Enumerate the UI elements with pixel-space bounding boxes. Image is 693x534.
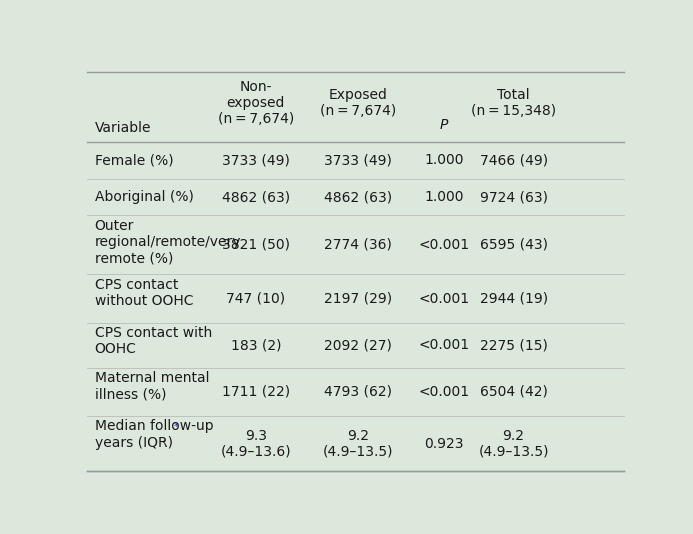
Text: 4793 (62): 4793 (62) [324, 385, 392, 399]
Text: 4862 (63): 4862 (63) [324, 190, 392, 204]
Text: P: P [439, 118, 448, 132]
Text: 3821 (50): 3821 (50) [222, 238, 290, 252]
Text: 7466 (49): 7466 (49) [480, 153, 547, 167]
Text: 1.000: 1.000 [424, 153, 464, 167]
Text: Total
(n = 15,348): Total (n = 15,348) [471, 88, 556, 118]
Text: 9724 (63): 9724 (63) [480, 190, 547, 204]
Text: Outer
regional/remote/very
remote (%): Outer regional/remote/very remote (%) [95, 218, 241, 265]
Text: Non-
exposed
(n = 7,674): Non- exposed (n = 7,674) [218, 80, 294, 126]
Text: CPS contact
without OOHC: CPS contact without OOHC [95, 278, 193, 308]
Text: 0.923: 0.923 [424, 437, 464, 451]
Text: Aboriginal (%): Aboriginal (%) [95, 190, 193, 204]
Text: 2092 (27): 2092 (27) [324, 338, 392, 352]
Text: 4862 (63): 4862 (63) [222, 190, 290, 204]
Text: Female (%): Female (%) [95, 153, 173, 167]
Text: 3733 (49): 3733 (49) [324, 153, 392, 167]
Text: <0.001: <0.001 [418, 385, 469, 399]
Text: Median follow-up
years (IQR): Median follow-up years (IQR) [95, 419, 213, 450]
Text: <0.001: <0.001 [418, 292, 469, 305]
Text: 2275 (15): 2275 (15) [480, 338, 547, 352]
Text: 6504 (42): 6504 (42) [480, 385, 547, 399]
Text: *: * [174, 422, 179, 432]
Text: Variable: Variable [95, 121, 151, 135]
Text: 9.2
(4.9–13.5): 9.2 (4.9–13.5) [478, 429, 549, 459]
Text: 3733 (49): 3733 (49) [222, 153, 290, 167]
Text: 1711 (22): 1711 (22) [222, 385, 290, 399]
Text: Maternal mental
illness (%): Maternal mental illness (%) [95, 371, 209, 401]
Text: 1.000: 1.000 [424, 190, 464, 204]
Text: 2774 (36): 2774 (36) [324, 238, 392, 252]
Text: 6595 (43): 6595 (43) [480, 238, 547, 252]
Text: <0.001: <0.001 [418, 238, 469, 252]
Text: 747 (10): 747 (10) [226, 292, 286, 305]
Text: <0.001: <0.001 [418, 338, 469, 352]
Text: CPS contact with
OOHC: CPS contact with OOHC [95, 326, 212, 356]
Text: 2197 (29): 2197 (29) [324, 292, 392, 305]
Text: 183 (2): 183 (2) [231, 338, 281, 352]
Text: 9.2
(4.9–13.5): 9.2 (4.9–13.5) [323, 429, 393, 459]
Text: 9.3
(4.9–13.6): 9.3 (4.9–13.6) [220, 429, 291, 459]
Text: Exposed
(n = 7,674): Exposed (n = 7,674) [319, 88, 396, 118]
Text: 2944 (19): 2944 (19) [480, 292, 547, 305]
